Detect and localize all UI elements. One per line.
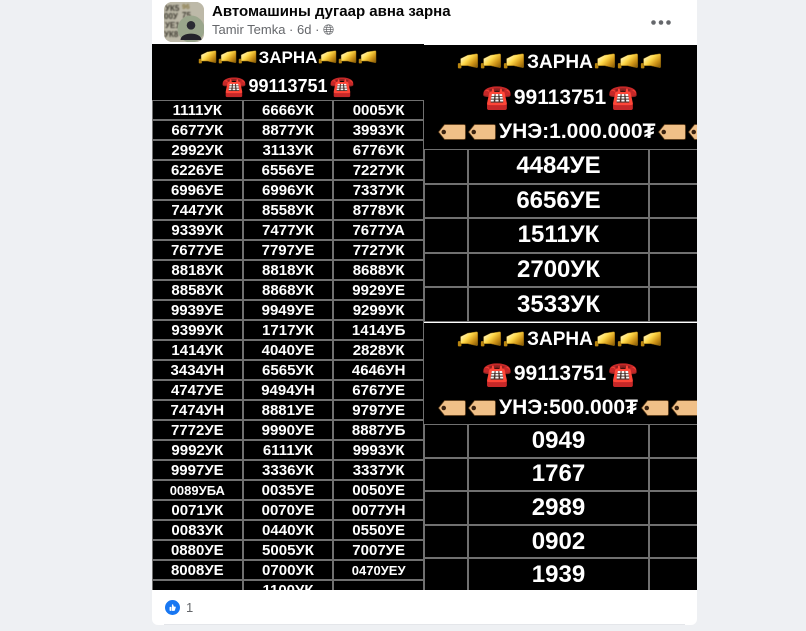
svg-text:УК8: УК8 — [164, 30, 179, 39]
svg-text:00У: 00У — [164, 12, 179, 21]
svg-text:96: 96 — [182, 4, 190, 11]
